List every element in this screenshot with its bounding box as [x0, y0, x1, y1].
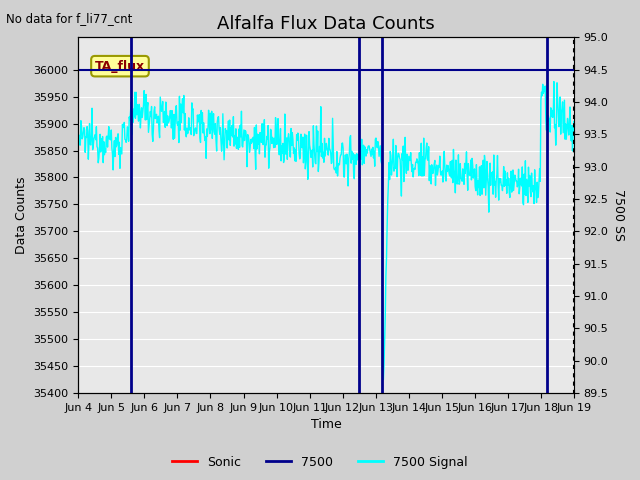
- Y-axis label: Data Counts: Data Counts: [15, 177, 28, 254]
- Title: Alfalfa Flux Data Counts: Alfalfa Flux Data Counts: [217, 15, 435, 33]
- X-axis label: Time: Time: [310, 419, 342, 432]
- Legend: Sonic, 7500, 7500 Signal: Sonic, 7500, 7500 Signal: [167, 451, 473, 474]
- Text: TA_flux: TA_flux: [95, 60, 145, 72]
- Y-axis label: 7500 SS: 7500 SS: [612, 189, 625, 241]
- Text: No data for f_li77_cnt: No data for f_li77_cnt: [6, 12, 132, 25]
